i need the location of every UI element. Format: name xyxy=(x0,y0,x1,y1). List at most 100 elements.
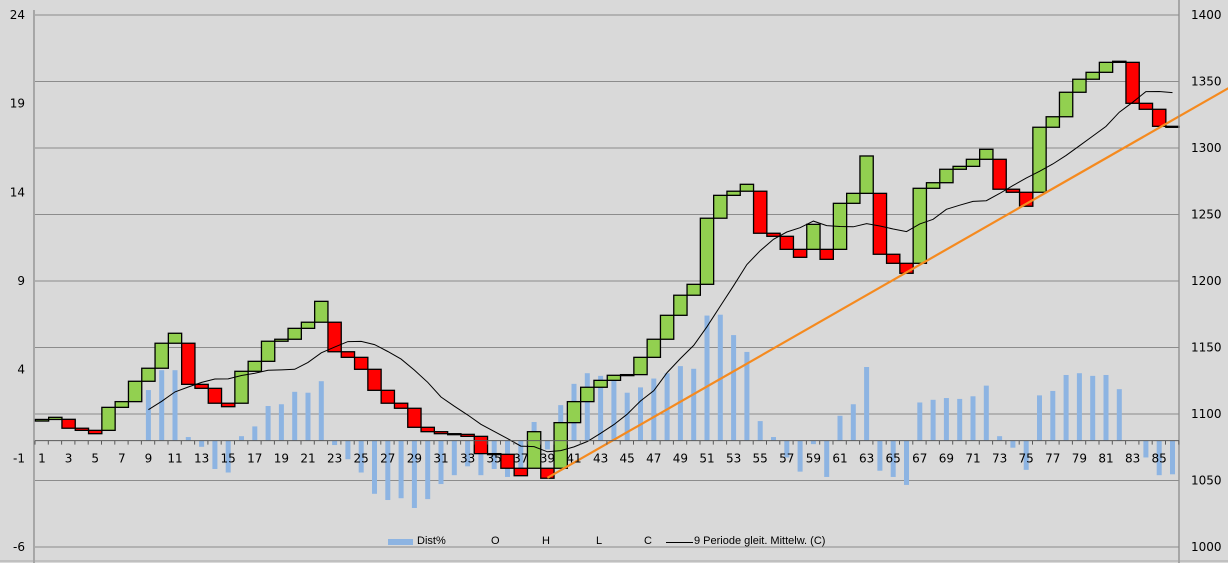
x-tick-label: 9 xyxy=(145,452,153,466)
candle-down xyxy=(473,435,489,455)
y-right-tick-label: 1200 xyxy=(1191,274,1222,288)
dist-bar xyxy=(1037,395,1042,441)
x-tick-label: 23 xyxy=(327,452,342,466)
candle-up xyxy=(260,340,276,362)
candle-up xyxy=(952,165,967,170)
candle-down xyxy=(407,407,422,428)
candle-down xyxy=(1151,108,1167,127)
candle-down xyxy=(1125,61,1140,104)
dist-bar xyxy=(1103,374,1109,441)
dist-bar xyxy=(810,440,816,445)
candle-up xyxy=(1112,60,1127,63)
dist-bar xyxy=(771,437,776,441)
candle-up xyxy=(553,421,568,469)
dist-bar xyxy=(784,440,790,458)
x-tick-label: 61 xyxy=(832,452,847,466)
candle-up xyxy=(274,338,289,342)
y-right-tick-label: 1250 xyxy=(1191,208,1222,222)
candle-up xyxy=(859,155,874,195)
y-right-tick-label: 1150 xyxy=(1191,341,1222,355)
dist-bar xyxy=(864,367,870,441)
candle-up xyxy=(526,431,542,469)
legend-ma: 9 Periode gleit. Mittelw. (C) xyxy=(694,535,826,547)
ma-line xyxy=(148,90,1173,453)
x-tick-label: 39 xyxy=(540,452,555,466)
dist-bar xyxy=(611,380,617,441)
candle-up xyxy=(154,342,170,369)
x-tick-label: 37 xyxy=(513,452,528,466)
candle-up xyxy=(965,158,981,168)
candle-up xyxy=(806,223,821,250)
dist-bar xyxy=(598,375,604,441)
x-tick-label: 51 xyxy=(699,452,714,466)
candle-down xyxy=(460,433,475,437)
x-tick-label: 69 xyxy=(939,452,954,466)
dist-bar xyxy=(358,440,364,473)
x-tick-label: 21 xyxy=(300,452,315,466)
candle-up xyxy=(846,192,861,204)
candle-down xyxy=(61,418,76,429)
candle-down xyxy=(367,368,382,391)
candle-up xyxy=(48,416,63,421)
dist-bar xyxy=(305,392,311,441)
candle-up xyxy=(1058,91,1074,118)
candle-up xyxy=(234,370,249,404)
candle-up xyxy=(34,418,50,422)
candle-down xyxy=(87,429,103,435)
dist-bar xyxy=(411,440,417,508)
candle-up xyxy=(580,386,595,403)
candle-down xyxy=(220,402,236,408)
candle-up xyxy=(1045,116,1061,128)
candle-up xyxy=(593,379,608,388)
dist-bar xyxy=(172,370,178,441)
candle-down xyxy=(885,253,901,264)
x-tick-label: 25 xyxy=(354,452,369,466)
dist-bar xyxy=(970,396,976,441)
y-left-tick-label: 14 xyxy=(10,185,25,199)
y-right-tick-label: 1000 xyxy=(1191,540,1222,554)
dist-bar xyxy=(943,398,949,441)
legend-high: H xyxy=(542,535,550,547)
x-tick-label: 59 xyxy=(806,452,821,466)
dist-bar xyxy=(385,440,391,501)
x-tick-label: 75 xyxy=(1019,452,1034,466)
candle-down xyxy=(500,453,515,469)
x-tick-label: 43 xyxy=(593,452,608,466)
dist-bar xyxy=(438,440,444,485)
dist-bar xyxy=(850,404,856,441)
candle-up xyxy=(726,190,741,196)
x-tick-label: 67 xyxy=(912,452,927,466)
candle-down xyxy=(752,190,768,234)
dist-bar xyxy=(757,421,763,441)
dist-bar xyxy=(824,440,830,477)
trendline xyxy=(546,87,1228,479)
candle-up xyxy=(1072,78,1087,93)
dist-bar xyxy=(465,440,471,467)
dist-bar xyxy=(1076,373,1082,441)
candle-down xyxy=(1005,188,1021,193)
x-tick-label: 47 xyxy=(646,452,661,466)
candle-up xyxy=(659,314,675,340)
candle-up xyxy=(313,300,329,323)
candle-down xyxy=(380,389,396,404)
legend-close: C xyxy=(644,535,652,547)
candle-down xyxy=(872,192,888,255)
candle-down xyxy=(513,467,529,477)
candle-down xyxy=(792,248,808,258)
dist-bars xyxy=(145,314,1175,508)
candle-up xyxy=(167,332,183,344)
candle-down xyxy=(992,158,1007,190)
dist-bar xyxy=(691,368,697,441)
x-tick-label: 45 xyxy=(620,452,635,466)
x-tick-label: 35 xyxy=(487,452,502,466)
x-tick-label: 13 xyxy=(194,452,209,466)
candle-down xyxy=(74,427,90,432)
candle-up xyxy=(114,400,130,409)
dist-bar xyxy=(544,440,550,450)
y-left-tick-label: 19 xyxy=(10,97,25,111)
candle-up xyxy=(1032,126,1047,193)
candle-up xyxy=(713,194,728,219)
x-tick-label: 79 xyxy=(1072,452,1087,466)
candle-up xyxy=(633,356,648,376)
